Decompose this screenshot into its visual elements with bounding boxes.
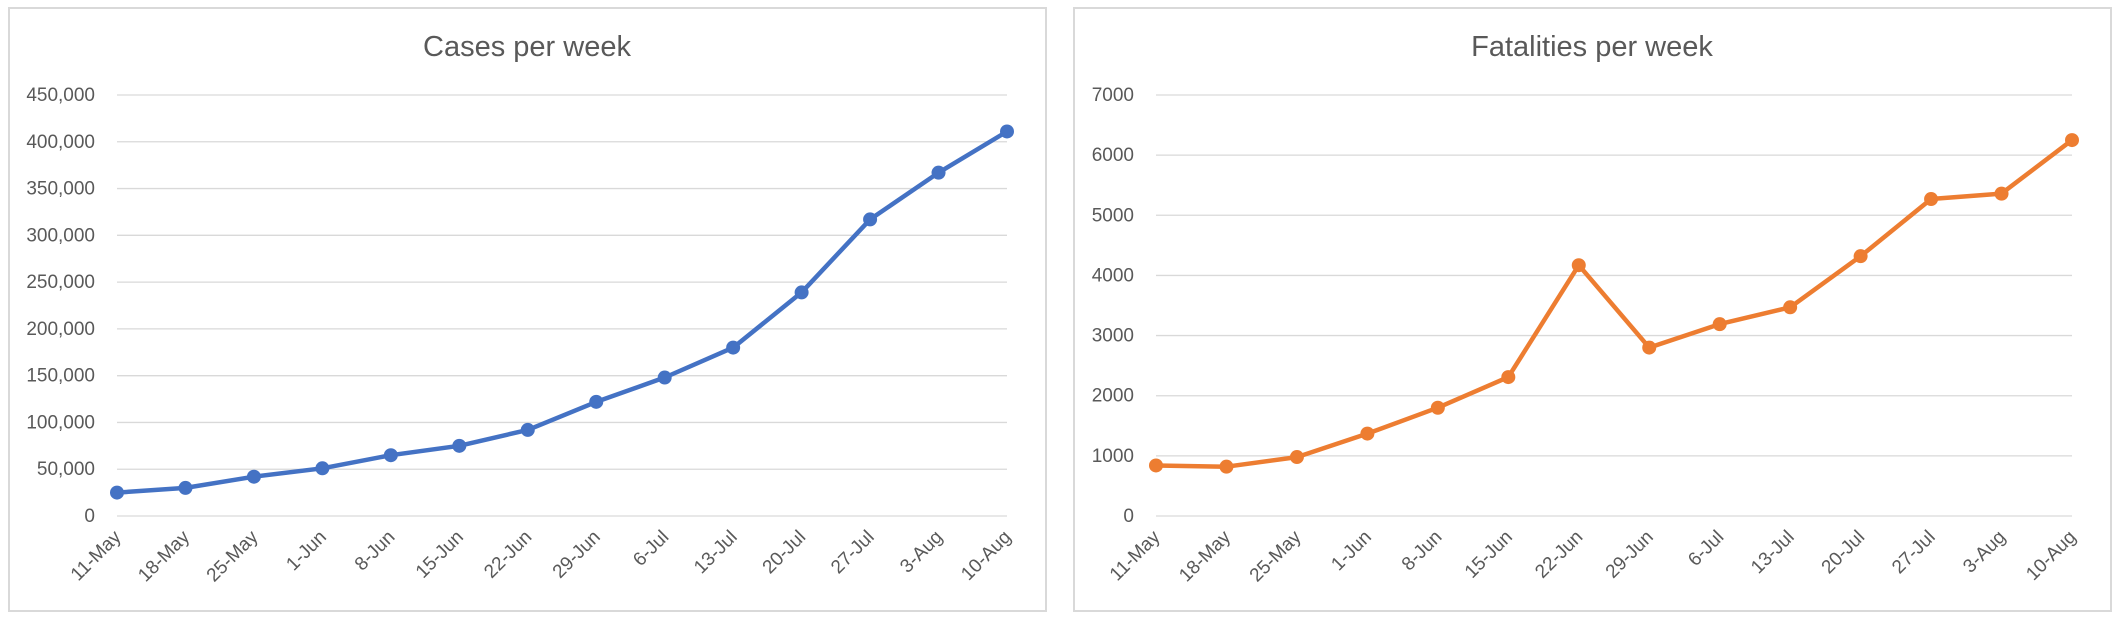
fatalities-y-tick-label: 1000	[1092, 446, 1134, 467]
fatalities-gridlines	[1156, 94, 2072, 517]
fatalities-data-point	[1783, 300, 1798, 315]
cases-y-tick-label: 0	[84, 506, 95, 527]
cases-data-point	[726, 340, 741, 355]
fatalities-chart-title: Fatalities per week	[1471, 31, 1713, 63]
fatalities-y-tick-label: 6000	[1092, 145, 1134, 166]
cases-series-line	[114, 129, 1010, 495]
fatalities-data-point	[1853, 249, 1868, 264]
fatalities-y-tick-label: 7000	[1092, 85, 1134, 106]
cases-data-point	[657, 370, 672, 385]
fatalities-data-point	[1924, 192, 1939, 207]
fatalities-data-point	[1219, 459, 1234, 474]
cases-data-point	[383, 448, 398, 463]
fatalities-y-tick-label: 5000	[1092, 205, 1134, 226]
cases-chart-panel	[8, 7, 1047, 612]
cases-y-tick-label: 450,000	[26, 85, 95, 106]
fatalities-y-tick-label: 3000	[1092, 326, 1134, 347]
fatalities-chart-panel	[1073, 7, 2112, 612]
cases-y-tick-label: 200,000	[26, 319, 95, 340]
cases-data-point	[1000, 124, 1014, 139]
fatalities-y-tick-label: 0	[1123, 506, 1134, 527]
cases-y-tick-label: 150,000	[26, 366, 95, 387]
cases-y-tick-label: 350,000	[26, 179, 95, 200]
cases-data-point	[452, 438, 467, 453]
fatalities-data-point	[1571, 258, 1586, 273]
fatalities-data-point	[1994, 186, 2009, 201]
fatalities-data-point	[1360, 426, 1375, 441]
cases-y-tick-label: 100,000	[26, 412, 95, 433]
fatalities-data-point	[1430, 400, 1445, 415]
cases-y-tick-label: 250,000	[26, 272, 95, 293]
cases-data-point	[863, 212, 878, 227]
fatalities-data-point	[1712, 317, 1727, 332]
cases-data-point	[315, 461, 330, 476]
cases-y-tick-label: 400,000	[26, 132, 95, 153]
fatalities-data-point	[2065, 133, 2079, 148]
cases-series	[110, 124, 1014, 500]
fatalities-data-point	[1642, 340, 1657, 355]
fatalities-y-tick-label: 4000	[1092, 265, 1134, 286]
cases-data-point	[794, 285, 809, 300]
fatalities-y-tick-label: 2000	[1092, 386, 1134, 407]
fatalities-series	[1149, 133, 2079, 474]
cases-y-tick-labels: 0 50,000 100,000 150,000 200,000 250,000 300,0…	[26, 85, 95, 527]
cases-data-point	[589, 394, 604, 409]
cases-y-tick-label: 300,000	[26, 225, 95, 246]
fatalities-data-point	[1289, 450, 1304, 465]
cases-data-point	[246, 469, 261, 484]
fatalities-chart: Fatalities per week 0 1000 2000 3000 4000 500…	[1073, 7, 2112, 612]
fatalities-data-point	[1501, 370, 1516, 385]
cases-data-point	[520, 422, 535, 437]
cases-chart: Cases per week 0 50,000 100,000 150,000 200,…	[8, 7, 1047, 612]
fatalities-data-point	[1149, 458, 1163, 473]
cases-gridlines	[117, 94, 1007, 517]
cases-data-point	[178, 480, 193, 495]
cases-data-point	[931, 165, 946, 180]
fatalities-y-tick-labels: 0 1000 2000 3000 4000 5000 6000 7000	[1092, 85, 1134, 527]
cases-chart-title: Cases per week	[423, 31, 631, 63]
cases-y-tick-label: 50,000	[37, 459, 95, 480]
cases-data-point	[110, 485, 124, 500]
fatalities-series-line	[1153, 137, 2075, 469]
